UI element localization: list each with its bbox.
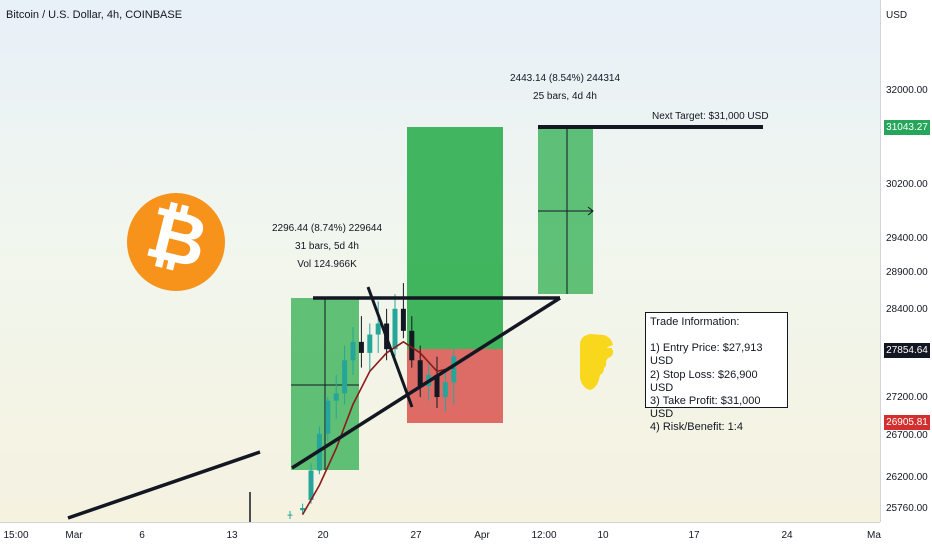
time-tick: 20 <box>317 530 329 541</box>
candle-body <box>451 356 457 383</box>
candle-body <box>442 382 448 398</box>
candle-body <box>367 334 373 353</box>
time-tick: 17 <box>688 530 700 541</box>
symbol-title[interactable]: Bitcoin / U.S. Dollar, 4h, COINBASE <box>6 9 183 21</box>
target-label: Next Target: $31,000 USD <box>652 111 769 122</box>
candle-body <box>358 341 364 353</box>
measure-right-arrow <box>587 206 594 216</box>
candle-body <box>342 360 348 394</box>
pointing-hand-icon <box>580 334 614 390</box>
stop-price-badge: 26905.81 <box>884 415 930 430</box>
measure-right-label: 2443.14 (8.54%) 244314 25 bars, 4d 4h <box>490 70 640 106</box>
pointing-finger <box>580 348 612 356</box>
trendline-lower-left <box>67 450 261 520</box>
measure-left-line1: 2296.44 (8.74%) 229644 <box>271 223 383 234</box>
price-axis-unit: USD <box>886 10 908 21</box>
trade-info-title: Trade Information: <box>650 316 740 328</box>
trendline-ascending <box>291 296 561 470</box>
candle-body <box>350 341 356 361</box>
candle-body <box>308 470 314 500</box>
measure-left-label: 2296.44 (8.74%) 229644 31 bars, 5d 4h Vo… <box>252 220 402 274</box>
price-axis[interactable]: USD 32000.00 30200.00 29400.00 28900.00 … <box>880 0 932 522</box>
candle-body <box>392 308 398 350</box>
profit-zone <box>407 127 503 349</box>
candle-body <box>375 323 381 335</box>
candle-body <box>434 374 440 398</box>
price-tick: 28400.00 <box>886 304 928 315</box>
price-tick: 28900.00 <box>886 267 928 278</box>
price-tick: 26700.00 <box>886 430 928 441</box>
current-price-badge: 27854.64 <box>884 343 930 358</box>
time-tick: 6 <box>139 530 145 541</box>
trendline-descending <box>366 286 414 408</box>
candle-body <box>325 400 331 434</box>
candle-body <box>409 330 415 361</box>
time-axis[interactable]: 15:00 Mar 6 13 20 27 Apr 12:00 10 17 24 … <box>0 522 881 551</box>
time-tick: 15:00 <box>3 530 29 541</box>
measure-right-line2: 25 bars, 4d 4h <box>533 91 597 102</box>
bitcoin-logo-circle <box>127 193 225 291</box>
price-tick: 29400.00 <box>886 233 928 244</box>
time-tick: Mar <box>65 530 83 541</box>
time-tick: 27 <box>410 530 422 541</box>
candle-body <box>400 308 406 331</box>
measure-left-line2: 31 bars, 5d 4h <box>295 241 359 252</box>
time-tick: 10 <box>597 530 609 541</box>
price-tick: 30200.00 <box>886 179 928 190</box>
price-tick: 27200.00 <box>886 392 928 403</box>
trade-info-target: 3) Take Profit: $31,000 USD <box>650 395 761 421</box>
trade-info-stop: 2) Stop Loss: $26,900 USD <box>650 368 758 394</box>
moving-average-line <box>301 340 454 516</box>
time-tick: 24 <box>781 530 793 541</box>
time-tick: Ma <box>867 530 881 541</box>
chart-svg: ₿ <box>67 125 763 522</box>
time-tick: Apr <box>474 530 490 541</box>
trade-info-risk: 4) Risk/Benefit: 1:4 <box>650 421 743 434</box>
trade-info-box: Trade Information: 1) Entry Price: $27,9… <box>645 312 788 433</box>
price-tick: 32000.00 <box>886 85 928 96</box>
measure-right-line1: 2443.14 (8.54%) 244314 <box>509 73 621 84</box>
candle-body <box>287 514 293 516</box>
bitcoin-logo: ₿ <box>127 189 225 291</box>
candle-body <box>417 360 423 386</box>
candle-body <box>300 508 306 511</box>
time-tick: 12:00 <box>531 530 557 541</box>
price-tick: 25760.00 <box>886 503 928 514</box>
price-tick: 26200.00 <box>886 472 928 483</box>
time-tick: 13 <box>226 530 238 541</box>
candle-body <box>333 393 339 401</box>
trade-info-entry: 1) Entry Price: $27,913 USD <box>650 342 763 368</box>
measure-left-line3: Vol 124.966K <box>297 259 357 270</box>
target-price-badge: 31043.27 <box>884 120 930 135</box>
